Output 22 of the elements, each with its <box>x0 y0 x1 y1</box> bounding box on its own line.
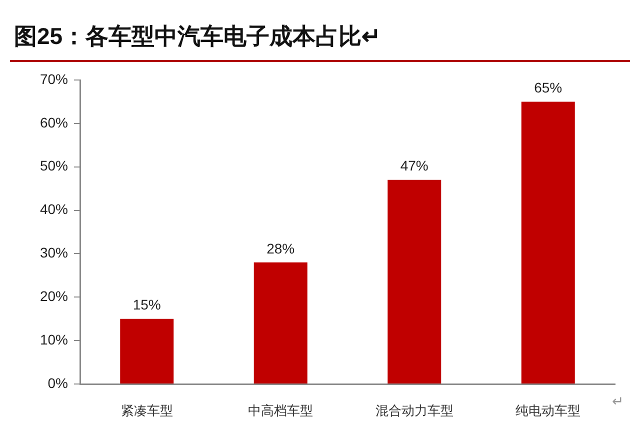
bar <box>388 180 442 384</box>
x-tick-label: 中高档车型 <box>248 403 314 418</box>
data-label: 28% <box>266 240 295 256</box>
y-tick-label: 40% <box>40 201 68 218</box>
text: ↵ <box>612 393 624 409</box>
y-tick-label: 60% <box>40 114 68 130</box>
y-tick-label: 20% <box>40 288 68 304</box>
chart-title: 图25：各车型中汽车电子成本占比↵ <box>14 22 381 50</box>
bar <box>254 262 308 384</box>
y-tick-label: 30% <box>40 244 68 261</box>
bar <box>120 318 174 384</box>
bar <box>521 102 575 384</box>
y-tick-label: 0% <box>48 374 68 391</box>
x-tick-label: 紧凑车型 <box>120 403 173 418</box>
x-tick-label: 混合动力车型 <box>375 403 454 418</box>
x-tick-label: 纯电动车型 <box>516 403 581 418</box>
data-label: 65% <box>534 80 562 96</box>
y-tick-label: 70% <box>40 70 68 87</box>
data-label: 47% <box>400 158 428 174</box>
data-label: 15% <box>132 296 161 313</box>
y-tick-label: 50% <box>40 158 68 174</box>
y-tick-label: 10% <box>40 331 68 348</box>
